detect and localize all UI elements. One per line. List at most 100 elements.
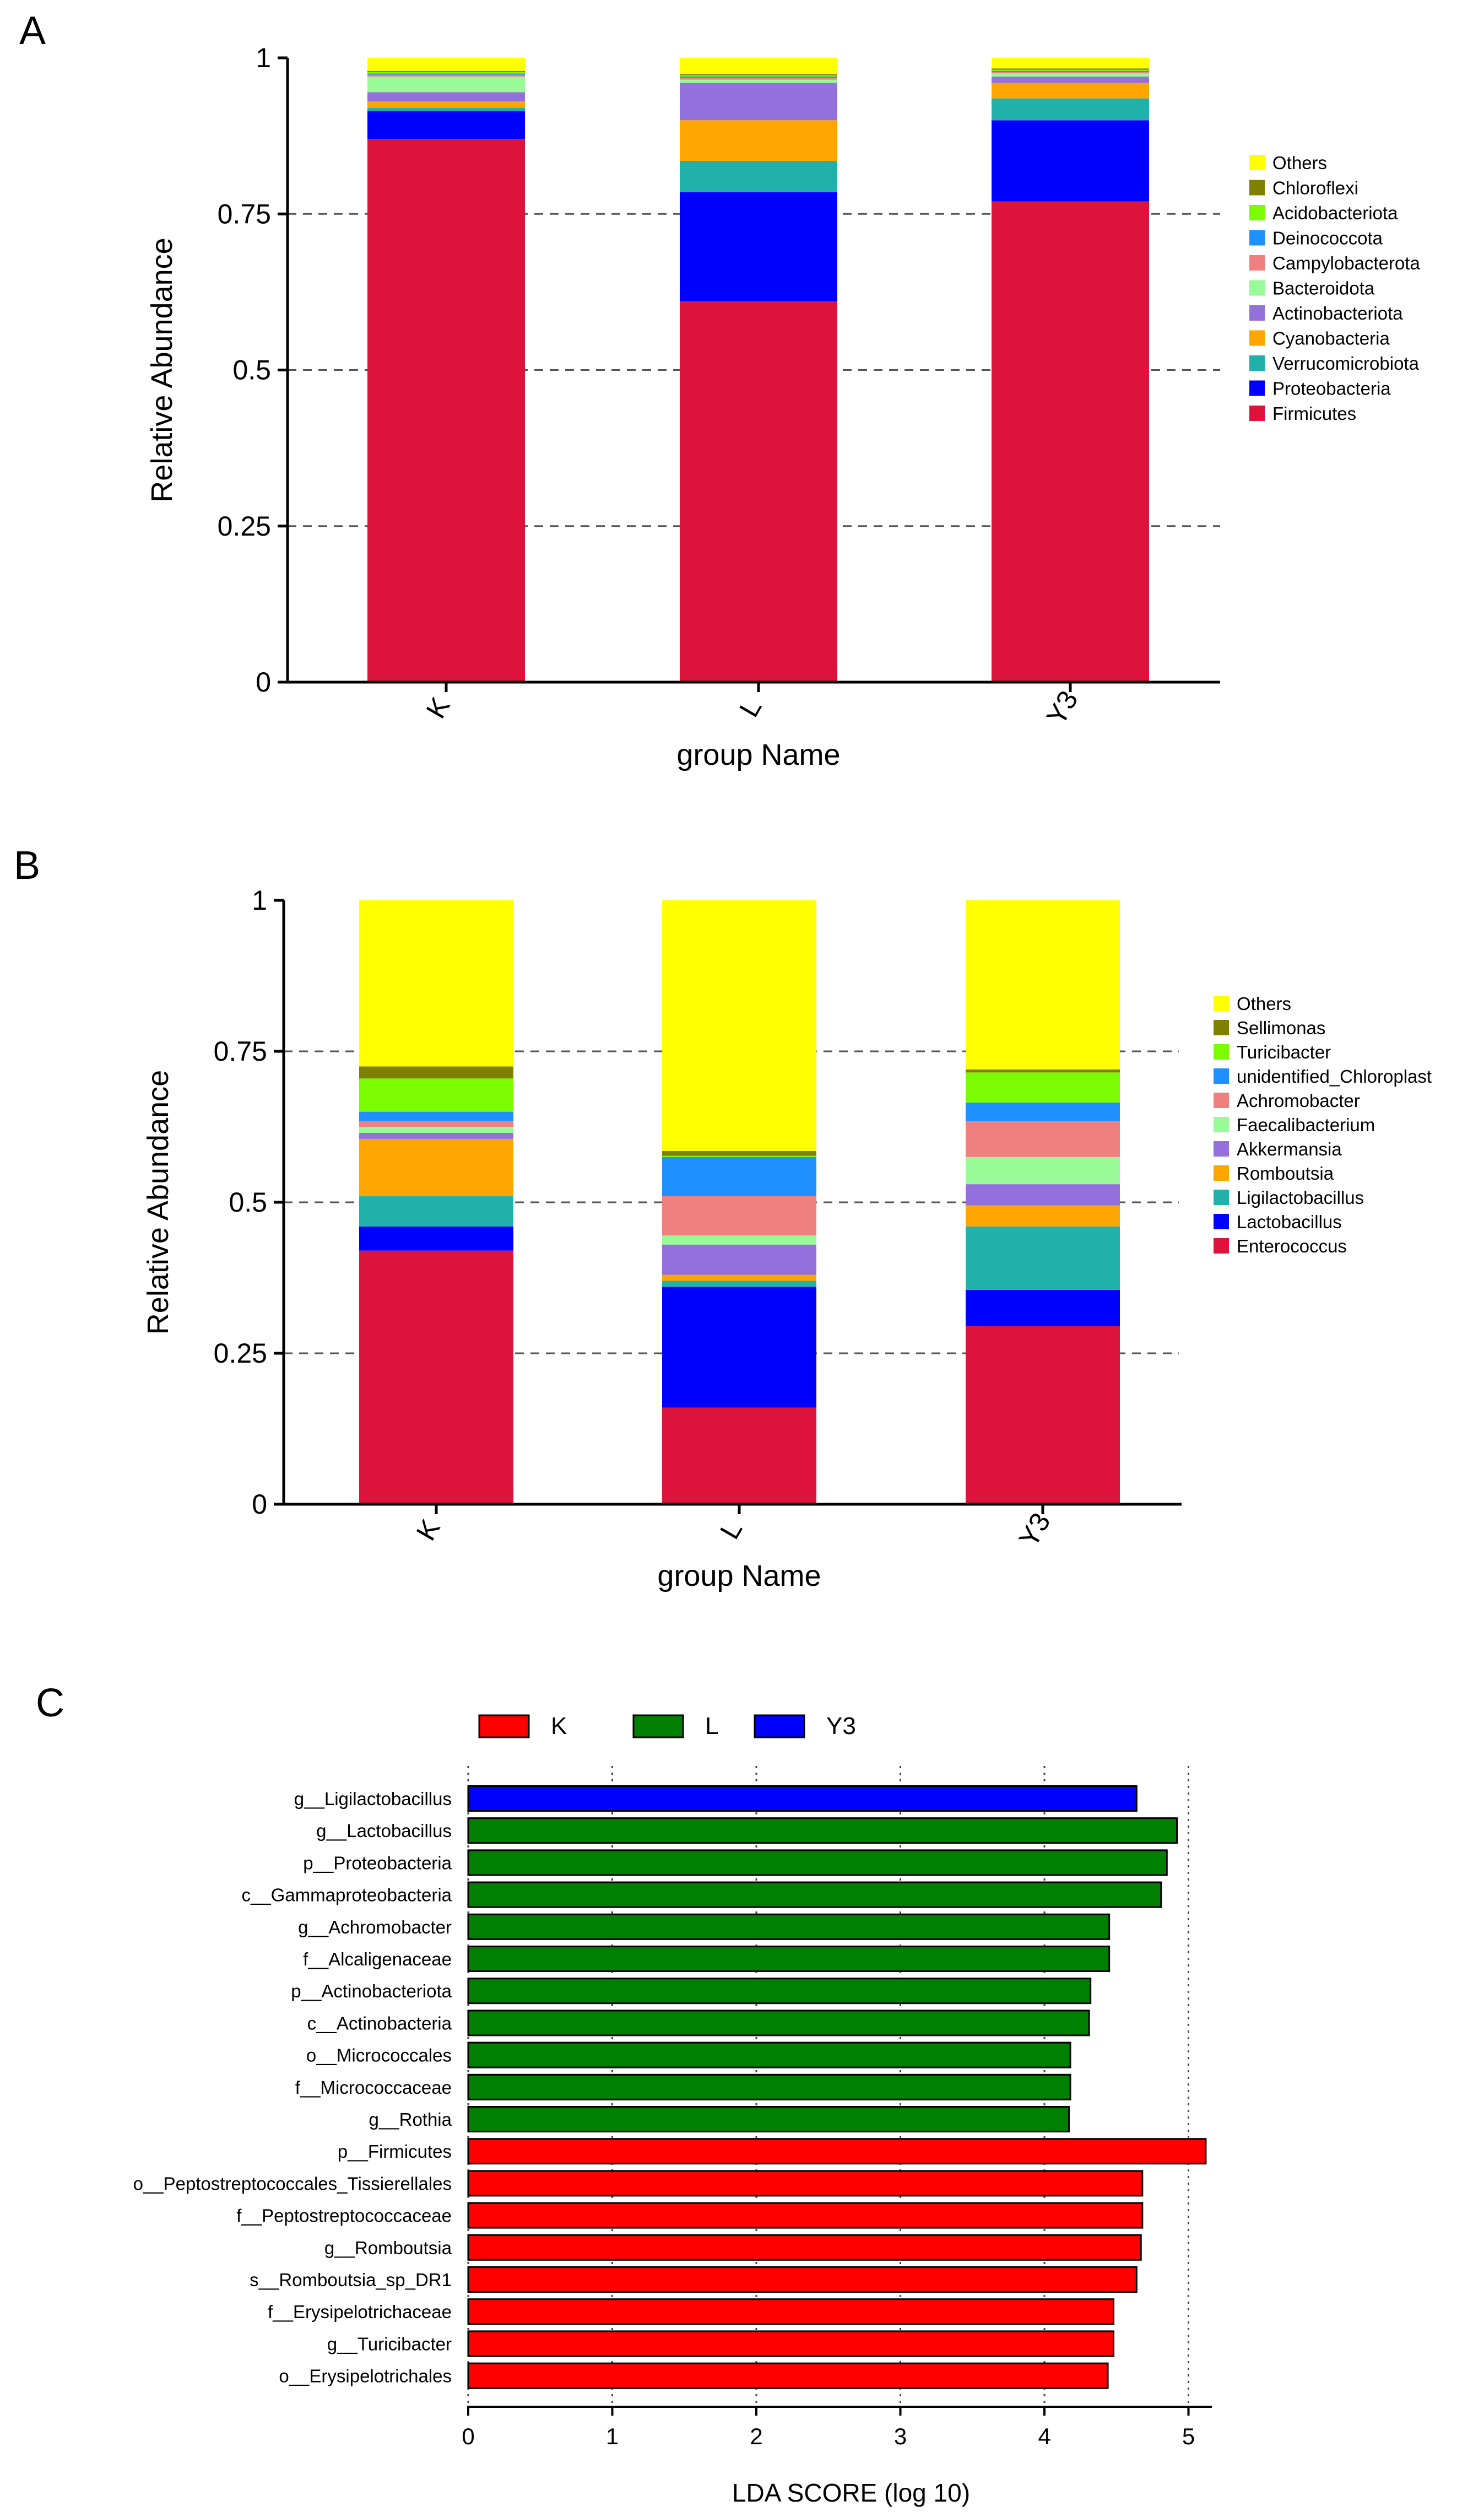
panel-a-legend-label: Actinobacteriota <box>1272 303 1403 323</box>
panel-a-legend-swatch <box>1249 305 1265 321</box>
panel-c-x-tick-label: 3 <box>894 2423 907 2449</box>
panel-a-bar-segment <box>992 72 1149 74</box>
panel-b-bar-segment <box>359 1121 513 1127</box>
panel-a-legend-label: Proteobacteria <box>1272 379 1391 399</box>
panel-a-bar-segment <box>680 76 837 78</box>
panel-a-bar-segment <box>992 83 1149 99</box>
panel-b-legend-label: Others <box>1237 993 1291 1014</box>
panel-b-legend-label: unidentified_Chloroplast <box>1237 1066 1432 1087</box>
panel-b-y-tick-label: 0.25 <box>214 1338 267 1369</box>
panel-a-bar-segment <box>992 98 1149 121</box>
panel-c-letter: C <box>36 1681 64 1725</box>
panel-c-bar <box>467 2170 1144 2197</box>
panel-c-bar <box>467 1946 1111 1972</box>
panel-a-y-axis-title: Relative Abundance <box>145 237 178 502</box>
panel-b-bar-segment <box>966 1121 1120 1157</box>
panel-a-y-tick-label: 0.75 <box>218 198 271 229</box>
panel-b-legend-label: Turicibacter <box>1237 1042 1331 1062</box>
panel-b-bar-segment <box>966 1069 1120 1073</box>
panel-b-x-tick-label: L <box>714 1515 748 1544</box>
panel-a-x-tick-label: Y3 <box>1041 685 1084 730</box>
panel-c-row-label: p__Actinobacteriota <box>291 1981 452 2001</box>
panel-a-bar-segment <box>367 73 525 75</box>
panel-c-row-label: o__Micrococcales <box>306 2045 452 2066</box>
panel-a-y-tick-label: 0.25 <box>218 511 271 542</box>
panel-b-legend-label: Faecalibacterium <box>1237 1115 1375 1135</box>
panel-c-row-label: p__Proteobacteria <box>303 1852 452 1873</box>
panel-a-legend-label: Verrucomicrobiota <box>1272 353 1420 374</box>
panel-b-bar-segment <box>359 1138 513 1197</box>
panel-a-stacked-bar-chart: 0 0.25 0.5 0.75 1 K L Y3 group Name Relative Abun… <box>145 42 1420 771</box>
panel-a-bar-segment <box>367 107 525 111</box>
panel-a-bar-segment <box>680 78 837 80</box>
panel-a-bar-segment <box>680 301 837 682</box>
panel-a-y-tick-label: 0.5 <box>232 355 271 386</box>
panel-a-legend-swatch <box>1249 255 1265 271</box>
panel-a-bar-segment <box>680 192 837 301</box>
panel-c-row-label: g__Romboutsia <box>324 2238 452 2258</box>
panel-b-x-tick-label: K <box>410 1514 446 1546</box>
panel-c-legend-swatch <box>754 1714 805 1738</box>
panel-c-row-label: o__Erysipelotrichales <box>279 2366 452 2386</box>
panel-c-row-label: g__Ligilactobacillus <box>294 1789 452 1809</box>
panel-c-bar <box>467 2298 1115 2325</box>
panel-a-bar-segment <box>992 69 1149 71</box>
panel-b-x-axis-title: group Name <box>657 1559 821 1592</box>
panel-c-row-label: f__Erysipelotrichaceae <box>268 2302 452 2322</box>
panel-b-legend-swatch <box>1214 1020 1229 1035</box>
panel-b-legend-swatch <box>1214 1117 1229 1132</box>
panel-b-legend-swatch <box>1214 1165 1229 1181</box>
panel-c-lda-chart: g__Ligilactobacillus g__Lactobacillus p__P… <box>133 1713 1212 2507</box>
panel-c-legend-swatch <box>478 1714 530 1738</box>
panel-c-legend-label: L <box>705 1713 718 1740</box>
panel-b-bar-segment <box>966 1072 1120 1103</box>
panel-b-bar-segment <box>662 1196 816 1236</box>
panel-b-bar-segment <box>359 1111 513 1121</box>
panel-a-bar-segment <box>992 68 1149 70</box>
panel-b-bar-segment <box>662 1155 816 1157</box>
panel-b-bar-segment <box>662 1274 816 1281</box>
panel-c-x-tick-label: 1 <box>606 2423 619 2449</box>
panel-c-row-label: g__Lactobacillus <box>316 1821 452 1841</box>
panel-a-bar-segment <box>992 76 1149 83</box>
panel-a-bar-segment <box>367 92 525 102</box>
panel-c-bar <box>467 2202 1144 2229</box>
panel-b-legend-swatch <box>1214 1093 1229 1108</box>
panel-b-legend-label: Sellimonas <box>1237 1018 1325 1038</box>
panel-a-bar-segment <box>367 71 525 73</box>
panel-b-bar-segment <box>966 1157 1120 1185</box>
panel-a-legend-swatch <box>1249 355 1265 371</box>
panel-b-y-axis-title: Relative Abundance <box>142 1070 175 1335</box>
panel-a-x-tick-label: L <box>733 693 767 722</box>
panel-a-x-axis-title: group Name <box>676 738 840 771</box>
panel-a-bar-segment <box>680 58 837 74</box>
panel-a-bar-segment <box>992 201 1149 683</box>
panel-c-row-label: f__Peptostreptococcaceae <box>236 2206 452 2226</box>
panel-b-bar-segment <box>966 1326 1120 1504</box>
panel-c-x-axis-title: LDA SCORE (log 10) <box>732 2478 970 2507</box>
panel-b-legend-label: Romboutsia <box>1237 1163 1334 1184</box>
panel-b-legend-swatch <box>1214 1214 1229 1229</box>
panel-a-legend-label: Firmicutes <box>1272 403 1356 424</box>
panel-a-legend-label: Chloroflexi <box>1272 178 1358 198</box>
panel-b-legend-label: Akkermansia <box>1237 1139 1342 1159</box>
panel-a-legend-label: Campylobacterota <box>1272 253 1420 273</box>
panel-a-legend-swatch <box>1249 330 1265 346</box>
panel-b-bar-segment <box>966 1226 1120 1290</box>
panel-b-bar-segment <box>966 1205 1120 1227</box>
panel-c-row-label: f__Alcaligenaceae <box>303 1949 452 1969</box>
panel-a-bar-segment <box>367 139 525 683</box>
panel-c-bar <box>467 1978 1092 2005</box>
panel-b-legend-swatch <box>1214 1141 1229 1157</box>
panel-b-stacked-bar-chart: 0 0.25 0.5 0.75 1 K L Y3 group Name Relative Abun… <box>142 885 1432 1592</box>
panel-c-row-label: s__Romboutsia_sp_DR1 <box>250 2270 452 2290</box>
panel-b-bar-segment <box>662 1281 816 1287</box>
panel-b-legend-label: Enterococcus <box>1237 1236 1347 1256</box>
panel-b-legend-swatch <box>1214 1068 1229 1084</box>
panel-a-bar-segment <box>992 120 1149 202</box>
panel-c-bar <box>467 1913 1111 1940</box>
panel-c-row-label: g__Rothia <box>369 2109 452 2130</box>
panel-c-bar <box>467 2041 1071 2068</box>
panel-c-bar <box>467 1881 1162 1908</box>
